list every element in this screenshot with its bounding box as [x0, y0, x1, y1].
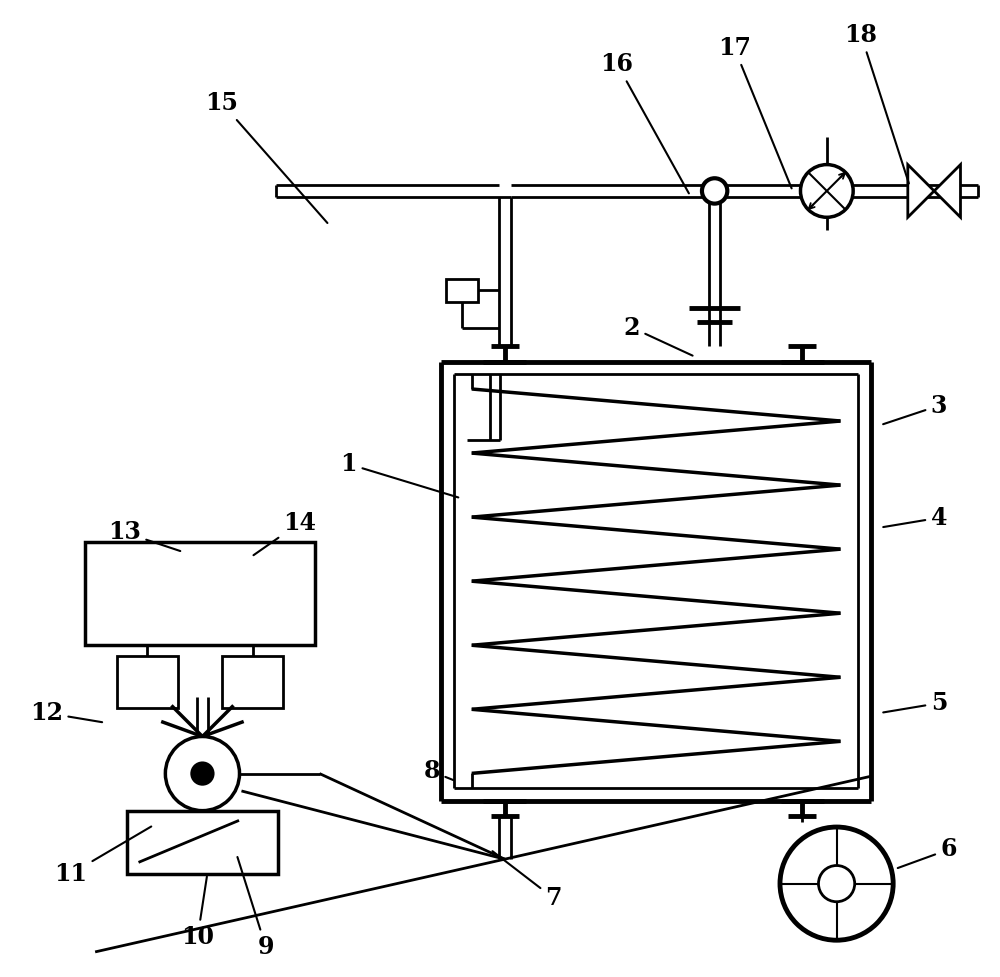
Text: 16: 16: [601, 52, 689, 193]
Circle shape: [702, 178, 727, 203]
Bar: [117, 657, 178, 708]
Text: 5: 5: [883, 691, 947, 715]
Text: 6: 6: [898, 837, 957, 868]
Text: 7: 7: [492, 851, 562, 911]
Text: 11: 11: [54, 827, 151, 886]
Polygon shape: [908, 164, 934, 217]
Text: 18: 18: [844, 22, 909, 184]
Text: 13: 13: [108, 521, 180, 551]
Text: 3: 3: [883, 394, 947, 424]
Text: 8: 8: [423, 759, 454, 784]
Text: 2: 2: [623, 316, 693, 356]
Text: 9: 9: [237, 857, 274, 959]
Bar: [85, 542, 315, 645]
Text: 14: 14: [253, 511, 316, 555]
Circle shape: [192, 763, 213, 785]
Text: 17: 17: [718, 35, 792, 189]
Circle shape: [165, 737, 240, 811]
Circle shape: [800, 164, 853, 217]
Text: 4: 4: [883, 506, 947, 530]
Circle shape: [818, 866, 855, 902]
Text: 12: 12: [30, 701, 102, 725]
Circle shape: [780, 828, 893, 940]
Polygon shape: [934, 164, 960, 217]
Text: 10: 10: [181, 876, 214, 950]
Bar: [446, 278, 478, 302]
Text: 1: 1: [341, 452, 458, 497]
Bar: [127, 811, 278, 874]
Text: 15: 15: [206, 91, 327, 223]
Bar: [222, 657, 283, 708]
